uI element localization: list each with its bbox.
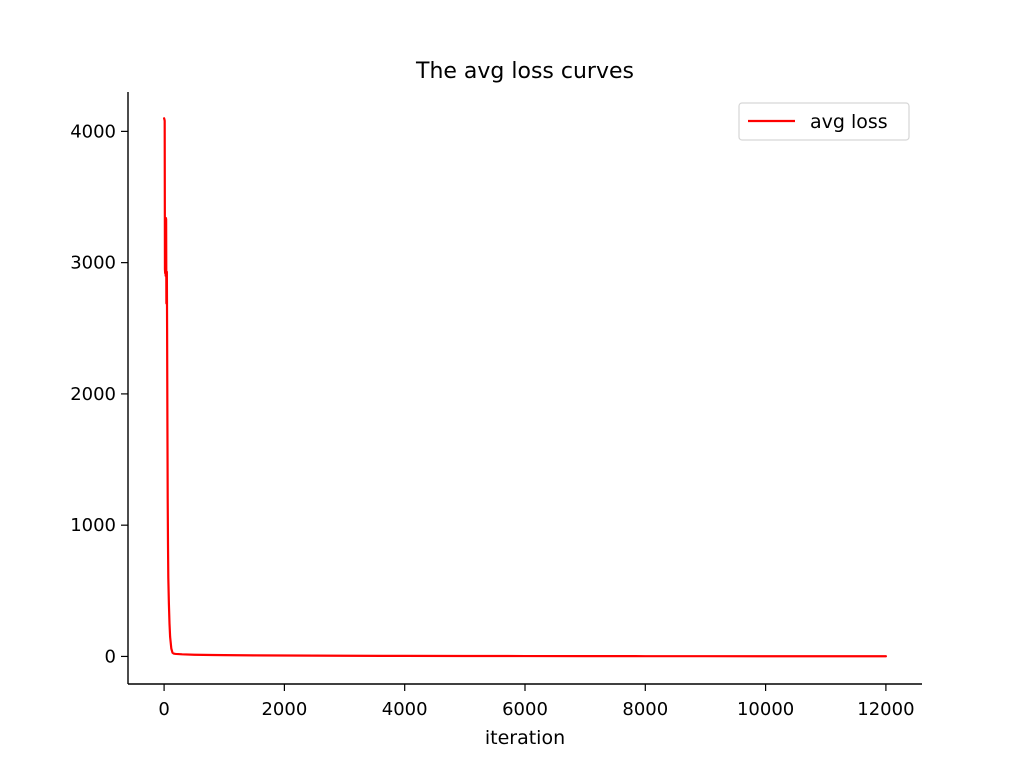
y-tick-label: 1000	[70, 515, 116, 536]
x-tick-label: 12000	[857, 699, 914, 720]
x-tick-label: 2000	[261, 699, 307, 720]
legend-label-avg-loss: avg loss	[810, 111, 888, 133]
x-tick-label: 4000	[382, 699, 428, 720]
axes-group	[127, 92, 922, 685]
x-tick-label: 8000	[622, 699, 668, 720]
y-tick-label: 0	[105, 646, 116, 667]
x-tick-label: 6000	[502, 699, 548, 720]
chart-title: The avg loss curves	[415, 59, 634, 84]
y-tick-label: 4000	[70, 121, 116, 142]
y-tick-label: 2000	[70, 384, 116, 405]
y-ticks-group: 0 1000 2000 3000 4000	[70, 121, 128, 667]
y-tick-label: 3000	[70, 253, 116, 274]
x-tick-label: 10000	[737, 699, 794, 720]
x-ticks-group: 0 2000 4000 6000 8000 10000 12000	[158, 684, 915, 720]
legend: avg loss	[738, 102, 910, 141]
legend-box	[738, 102, 910, 141]
x-tick-label: 0	[158, 699, 169, 720]
avg-loss-line	[162, 117, 888, 658]
x-axis-label: iteration	[485, 727, 565, 749]
